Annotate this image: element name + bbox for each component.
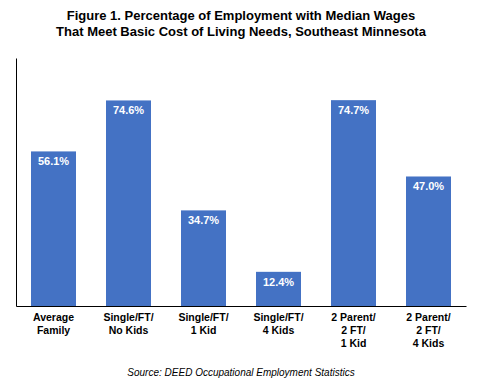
chart-svg: Figure 1. Percentage of Employment with … (0, 0, 482, 384)
title-line: That Meet Basic Cost of Living Needs, So… (56, 24, 427, 39)
bar (256, 272, 301, 306)
title: Figure 1. Percentage of Employment with … (56, 8, 427, 39)
data-label: 34.7% (188, 214, 219, 226)
data-label: 12.4% (263, 276, 294, 288)
x-tick: Single/FT/1 Kid (178, 311, 228, 336)
x-tick: 2 Parent/2 FT/1 Kid (331, 311, 375, 348)
y-axis (16, 59, 17, 307)
x-tick: Single/FT/4 Kids (253, 311, 303, 336)
x-tick-label-line: Single/FT/ (103, 311, 153, 323)
x-tick-label-line: 4 Kids (263, 324, 295, 336)
x-axis: AverageFamilySingle/FT/No KidsSingle/FT/… (17, 307, 467, 349)
bar (31, 151, 76, 306)
y-axis-line (16, 59, 17, 307)
data-label: 56.1% (38, 155, 69, 167)
x-tick-label: Single/FT/No Kids (103, 311, 153, 336)
x-tick-label: Single/FT/1 Kid (178, 311, 228, 336)
x-tick: 2 Parent/2 FT/4 Kids (406, 311, 450, 348)
chart-container: Figure 1. Percentage of Employment with … (0, 0, 482, 384)
x-tick-label-line: 4 Kids (413, 337, 445, 349)
bar (406, 176, 451, 306)
x-tick-label: 2 Parent/2 FT/1 Kid (331, 311, 375, 348)
x-tick-label-line: Single/FT/ (178, 311, 228, 323)
bar (181, 210, 226, 306)
x-tick-label-line: Average (33, 311, 74, 323)
x-tick-label-line: 2 Parent/ (406, 311, 450, 323)
x-tick-label-line: Single/FT/ (253, 311, 303, 323)
x-tick-label-line: 2 Parent/ (331, 311, 375, 323)
x-tick-label-line: 2 FT/ (341, 324, 366, 336)
bar (106, 100, 151, 306)
x-tick-label-line: 1 Kid (191, 324, 217, 336)
data-labels: 56.1% 74.6% 34.7% 12.4% 74.7% 47.0% (38, 104, 444, 288)
x-axis-line (17, 306, 467, 307)
x-tick-label: 2 Parent/2 FT/4 Kids (406, 311, 450, 348)
x-tick-label: Single/FT/4 Kids (253, 311, 303, 336)
x-tick-label-line: Family (37, 324, 70, 336)
x-tick-label-line: No Kids (109, 324, 149, 336)
annotation: Source: DEED Occupational Employment Sta… (127, 367, 354, 378)
bar (331, 100, 376, 306)
x-tick-label-line: 1 Kid (341, 337, 367, 349)
x-tick-label: AverageFamily (33, 311, 74, 336)
data-label: 74.6% (113, 104, 144, 116)
title-line: Figure 1. Percentage of Employment with … (67, 8, 415, 23)
data-label: 47.0% (413, 180, 444, 192)
x-tick-label-line: 2 FT/ (416, 324, 441, 336)
bars (31, 100, 451, 306)
x-tick: AverageFamily (33, 311, 74, 336)
data-label: 74.7% (338, 104, 369, 116)
plot: AverageFamilySingle/FT/No KidsSingle/FT/… (17, 59, 467, 349)
x-tick: Single/FT/No Kids (103, 311, 153, 336)
